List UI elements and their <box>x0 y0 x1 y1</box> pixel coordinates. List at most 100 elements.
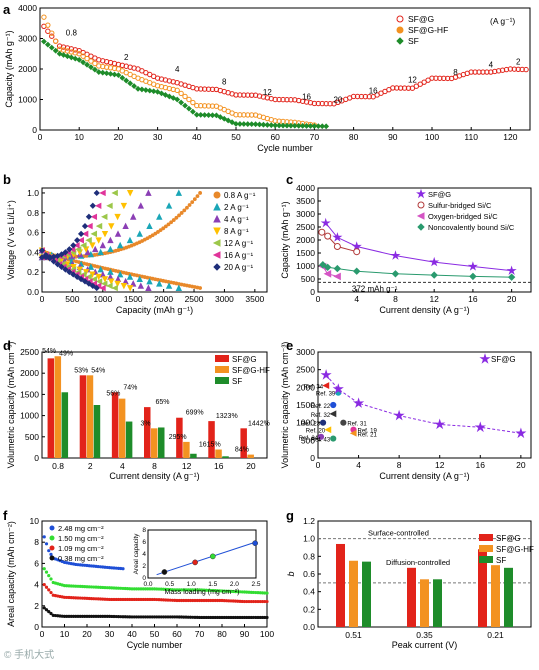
data-point <box>116 241 124 249</box>
x-tick-label: 0 <box>38 132 43 142</box>
data-point <box>161 587 166 591</box>
plot-frame <box>317 351 532 459</box>
data-point <box>171 218 176 222</box>
data-point <box>103 614 107 619</box>
x-axis-label: Capacity (mAh g⁻¹) <box>116 305 193 315</box>
plot-frame <box>317 187 532 293</box>
x-axis-label: Current density (A g⁻¹) <box>379 305 469 315</box>
x-tick-label: 70 <box>310 132 320 142</box>
data-point <box>132 587 136 591</box>
bar-label: 1323% <box>216 413 238 420</box>
data-point <box>91 66 98 73</box>
data-point <box>189 108 196 115</box>
data-point <box>119 597 123 602</box>
data-point <box>222 599 226 603</box>
data-point <box>42 251 50 259</box>
data-point <box>97 248 104 256</box>
data-point <box>107 614 112 619</box>
rate-annotation: 8 <box>453 68 458 77</box>
data-point <box>158 228 163 233</box>
series-SF@G-HF <box>54 356 254 458</box>
data-point <box>111 189 118 197</box>
x-tick-label: 20 <box>516 460 526 470</box>
data-point <box>162 92 169 98</box>
data-point <box>119 615 123 619</box>
data-point <box>89 596 94 601</box>
series-1.50 mg cm⁻² <box>42 567 269 595</box>
data-point <box>206 598 211 603</box>
data-point <box>184 588 188 592</box>
data-point <box>42 606 46 610</box>
data-point <box>95 278 103 285</box>
data-point <box>319 260 327 269</box>
data-point <box>139 615 143 619</box>
data-point <box>85 273 92 281</box>
bar-label: 699% <box>186 410 204 417</box>
bar-label: 74% <box>123 384 137 391</box>
data-point <box>84 55 90 62</box>
data-point <box>93 284 100 292</box>
data-point <box>62 584 67 588</box>
x-tick-label: 8 <box>397 460 402 470</box>
data-point <box>74 237 81 244</box>
legend-marker <box>49 535 55 541</box>
legend-label: Sulfur-bridged Si/C <box>428 201 492 210</box>
data-point <box>89 585 94 589</box>
data-point <box>81 278 89 285</box>
data-point <box>323 123 330 130</box>
data-point <box>225 117 232 124</box>
legend-label: 1.09 mg cm⁻² <box>58 544 104 553</box>
data-point <box>184 598 188 603</box>
panel-label-b: b <box>3 172 11 187</box>
data-point <box>134 615 139 619</box>
reference-point <box>324 426 332 434</box>
data-point <box>233 589 238 594</box>
data-point <box>116 586 121 590</box>
bar <box>144 407 151 458</box>
y-tick-label: 0.2 <box>27 267 39 277</box>
rate-annotation: 12 <box>263 88 272 97</box>
data-point <box>66 246 73 253</box>
y-tick-label: 0.0 <box>27 287 39 297</box>
data-point <box>265 599 269 604</box>
reference-point <box>349 429 357 437</box>
legend-label: SF@G <box>491 355 516 364</box>
data-point <box>90 213 98 220</box>
data-point <box>132 615 136 619</box>
inset-chart: 0.0 0.5 1.0 1.5 2.0 2.5 0 2 4 6 8 Mass loading (mg … <box>133 527 261 596</box>
data-point <box>99 189 106 197</box>
data-point <box>58 263 65 271</box>
y-tick-label: 0.8 <box>27 208 39 218</box>
data-point <box>263 615 267 620</box>
data-point <box>175 284 183 291</box>
bar <box>240 428 247 458</box>
data-point <box>319 123 326 130</box>
inset-x-tick-label: 1.5 <box>208 581 217 588</box>
legend-marker <box>212 239 221 247</box>
legend-label: SF@G-HF <box>232 366 270 375</box>
data-point <box>67 584 71 588</box>
y-tick-label: 0.4 <box>27 247 39 257</box>
x-tick-label: 8 <box>152 461 157 471</box>
data-point <box>153 231 158 236</box>
data-point <box>106 282 113 290</box>
data-point <box>137 587 141 591</box>
inset-point <box>161 569 168 575</box>
data-point <box>96 597 100 601</box>
series-SF@G <box>320 369 527 439</box>
data-point <box>44 542 49 546</box>
bar-label: 56% <box>106 391 120 398</box>
data-point <box>85 213 93 220</box>
data-point <box>218 589 222 593</box>
data-point <box>89 242 96 249</box>
data-point <box>136 230 143 237</box>
series-SF@G-HF <box>41 14 318 128</box>
legend-label: SF@G <box>232 355 257 364</box>
x-tick-label: 60 <box>270 132 280 142</box>
data-point <box>284 122 290 129</box>
data-point <box>177 588 181 592</box>
data-point <box>143 597 148 602</box>
x-tick-label: 20 <box>82 629 92 639</box>
data-point <box>121 567 125 571</box>
